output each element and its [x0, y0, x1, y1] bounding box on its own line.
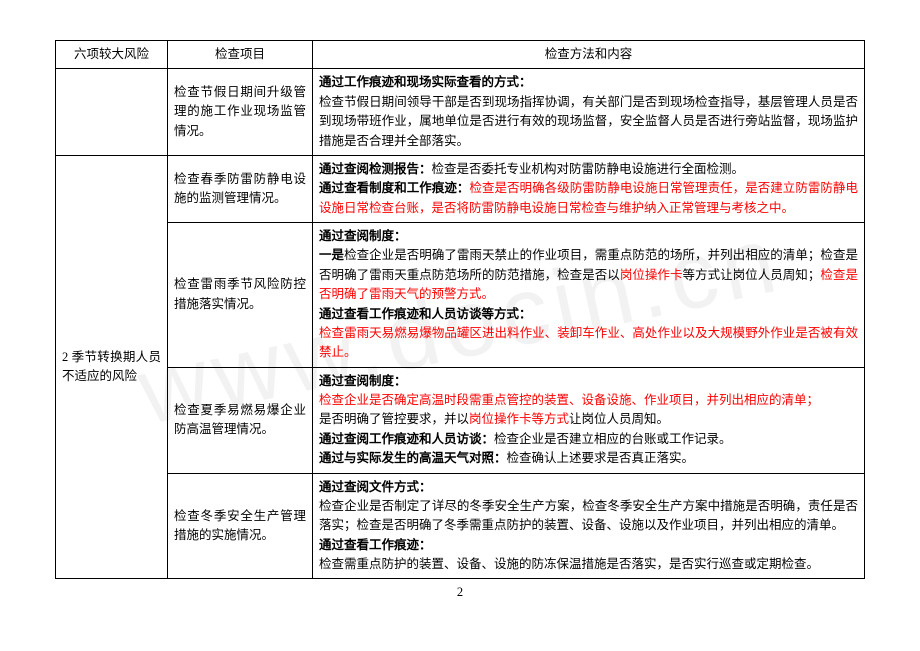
cell-item-1: 检查节假日期间升级管理的施工作业现场监管情况。	[168, 69, 313, 156]
text-red: 岗位操作卡	[620, 268, 683, 282]
table-header-row: 六项较大风险 检查项目 检查方法和内容	[56, 41, 865, 69]
text-red: 岗位操作卡等方式	[469, 412, 569, 426]
text-bold: 通过查阅工作痕迹和人员访谈：	[319, 432, 494, 446]
text-plain: 是否明确了管控要求，并以	[319, 412, 469, 426]
table-row: 2 季节转换期人员不适应的风险 检查春季防雷防静电设施的监测管理情况。 通过查阅…	[56, 155, 865, 222]
text-bold: 通过查看工作痕迹和人员访谈等方式：	[319, 307, 532, 321]
cell-risk-1	[56, 69, 168, 156]
text-bold: 一是	[319, 248, 344, 262]
text-plain: 检查节假日期间领导干部是否到现场指挥协调，有关部门是否到现场检查指导，基层管理人…	[319, 95, 858, 148]
cell-method-2: 通过查阅检测报告：检查是否委托专业机构对防雷防静电设施进行全面检测。 通过查看制…	[313, 155, 865, 222]
cell-method-3: 通过查阅制度： 一是检查企业是否明确了雷雨天禁止的作业项目，需重点防范的场所，并…	[313, 223, 865, 368]
text-bold: 通过查阅制度：	[319, 374, 407, 388]
cell-method-5: 通过查阅文件方式： 检查企业是否制定了详尽的冬季安全生产方案，检查冬季安全生产方…	[313, 473, 865, 579]
text-plain: 检查企业是否建立相应的台账或工作记录。	[494, 432, 732, 446]
text-bold: 通过查看工作痕迹：	[319, 538, 432, 552]
text-bold: 通过查阅制度：	[319, 229, 407, 243]
table-row: 检查夏季易燃易爆企业防高温管理情况。 通过查阅制度： 检查企业是否确定高温时段需…	[56, 367, 865, 473]
text-bold: 通过与实际发生的高温天气对照：	[319, 451, 507, 465]
risk-inspection-table: 六项较大风险 检查项目 检查方法和内容 检查节假日期间升级管理的施工作业现场监管…	[55, 40, 865, 579]
cell-risk-2: 2 季节转换期人员不适应的风险	[56, 155, 168, 579]
cell-item-2: 检查春季防雷防静电设施的监测管理情况。	[168, 155, 313, 222]
page-number: 2	[55, 585, 865, 600]
header-risk: 六项较大风险	[56, 41, 168, 69]
cell-item-5: 检查冬季安全生产管理措施的实施情况。	[168, 473, 313, 579]
header-method: 检查方法和内容	[313, 41, 865, 69]
cell-item-4: 检查夏季易燃易爆企业防高温管理情况。	[168, 367, 313, 473]
text-plain: 等方式让岗位人员周知；	[683, 268, 821, 282]
cell-item-3: 检查雷雨季节风险防控措施落实情况。	[168, 223, 313, 368]
cell-method-1: 通过工作痕迹和现场实际查看的方式： 检查节假日期间领导干部是否到现场指挥协调，有…	[313, 69, 865, 156]
document-page: 六项较大风险 检查项目 检查方法和内容 检查节假日期间升级管理的施工作业现场监管…	[0, 0, 920, 610]
text-bold: 通过工作痕迹和现场实际查看的方式：	[319, 75, 532, 89]
header-item: 检查项目	[168, 41, 313, 69]
text-plain: 检查是否委托专业机构对防雷防静电设施进行全面检测。	[432, 162, 745, 176]
text-plain: 检查需重点防护的装置、设备、设施的防冻保温措施是否落实，是否实行巡查或定期检查。	[319, 557, 819, 571]
table-row: 检查冬季安全生产管理措施的实施情况。 通过查阅文件方式： 检查企业是否制定了详尽…	[56, 473, 865, 579]
text-bold: 通过查看制度和工作痕迹：	[319, 181, 469, 195]
table-row: 检查节假日期间升级管理的施工作业现场监管情况。 通过工作痕迹和现场实际查看的方式…	[56, 69, 865, 156]
cell-method-4: 通过查阅制度： 检查企业是否确定高温时段需重点管控的装置、设备设施、作业项目，并…	[313, 367, 865, 473]
text-plain: 检查确认上述要求是否真正落实。	[507, 451, 695, 465]
text-bold: 通过查阅文件方式：	[319, 480, 432, 494]
text-red: 检查雷雨天易燃易爆物品罐区进出料作业、装卸车作业、高处作业以及大规模野外作业是否…	[319, 326, 858, 359]
table-row: 检查雷雨季节风险防控措施落实情况。 通过查阅制度： 一是检查企业是否明确了雷雨天…	[56, 223, 865, 368]
text-plain: 让岗位人员周知。	[569, 412, 669, 426]
text-bold: 通过查阅检测报告：	[319, 162, 432, 176]
text-plain: 检查企业是否制定了详尽的冬季安全生产方案，检查冬季安全生产方案中措施是否明确，责…	[319, 499, 858, 532]
text-red: 检查企业是否确定高温时段需重点管控的装置、设备设施、作业项目，并列出相应的清单；	[319, 393, 819, 407]
